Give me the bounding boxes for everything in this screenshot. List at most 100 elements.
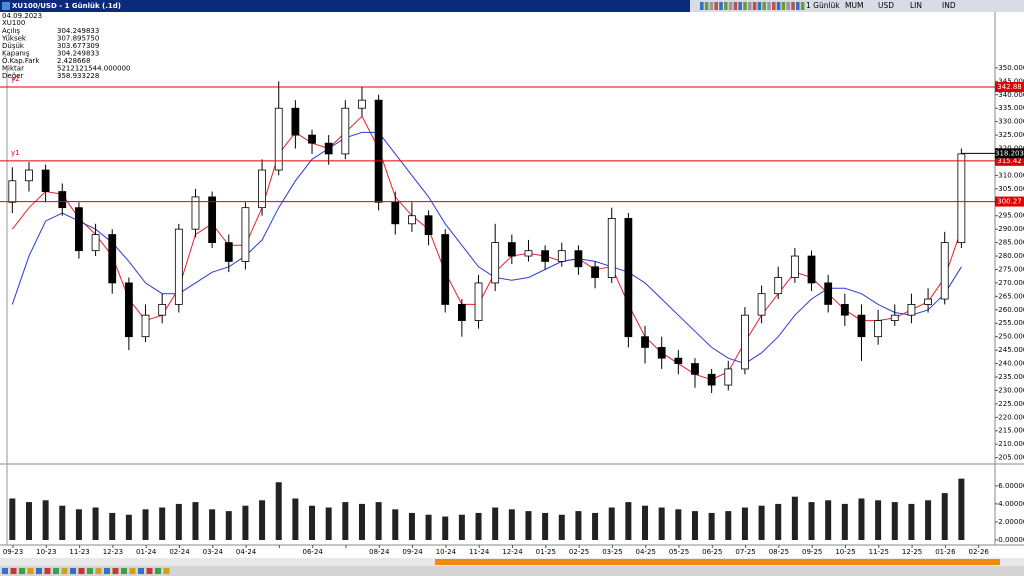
x-tick-label: 12-24 [502,548,523,556]
candle-body [324,142,333,155]
info-label: Ö.Kap.Fark [2,56,40,65]
toolbar-item[interactable]: 1 Günlük [806,1,840,10]
x-tick-label: 01-24 [136,548,157,556]
candle-body [541,250,550,262]
x-tick-label: 11-25 [869,548,889,556]
candle-body [274,107,283,171]
candle-body [557,250,566,262]
volume-bar [475,512,482,540]
tool-icon [112,568,119,574]
volume-bar [741,507,748,540]
candle-body [124,282,133,338]
candle-body [341,107,350,155]
volume-bar [125,514,132,540]
y-tick-label: 345.0000 [998,77,1024,85]
x-tick-label: 01-25 [536,548,556,556]
volume-tick-label: 0.000000 [998,536,1024,544]
toolbar-item[interactable]: USD [878,1,894,10]
candle-body [41,169,50,192]
level-label: 300.27 [997,198,1022,206]
volume-bar [642,505,649,540]
candle-body [507,242,516,257]
scroll-thumb[interactable] [435,559,1000,565]
toolbar-item[interactable]: IND [942,1,956,10]
volume-bar [408,512,415,540]
y-tick-label: 265.0000 [998,292,1024,300]
volume-bar [558,514,565,540]
y-tick-label: 255.0000 [998,319,1024,327]
toolbar-item[interactable]: MUM [845,1,863,10]
volume-bar [225,511,232,540]
volume-bar [159,507,166,540]
level-badge [995,155,1024,166]
volume-bar [442,516,449,540]
volume-bar [958,478,965,540]
y-tick-label: 285.0000 [998,239,1024,247]
tool-icon [733,2,738,10]
candle-body [75,207,83,252]
volume-bar [342,502,349,540]
x-tick-label: 12-23 [103,548,123,556]
tool-icon [138,568,144,574]
volume-bar [841,503,848,540]
x-tick-label: 04-25 [636,548,656,556]
candle-body [258,169,266,209]
y-tick-label: 335.0000 [998,104,1024,112]
x-tick-label: 03-25 [602,548,622,556]
y-tick-label: 350.0000 [998,64,1024,72]
toolbar-item[interactable]: LIN [910,1,922,10]
tool-icon [704,2,709,10]
volume-tick-label: 6.000000 [998,482,1024,490]
volume-bar [875,500,882,540]
tool-icon [19,568,25,574]
x-tick-label: 10-25 [835,548,855,556]
x-tick-label: 09-25 [802,548,822,556]
candle-body [191,196,200,230]
tool-icon [709,2,714,10]
volume-bar [925,500,932,540]
moving-average [11,115,962,381]
volume-bar [9,498,16,540]
volume-bar [575,511,582,540]
candle-body [224,242,233,262]
tool-icon [786,2,790,10]
info-label: Miktar [2,65,24,73]
tool-icon [791,2,795,10]
candle-body [374,99,383,203]
tool-icon [776,2,781,10]
candle-body [25,169,33,182]
tool-icon [781,2,786,10]
tool-icon [757,2,762,10]
candle-body [840,304,849,316]
volume-bar [458,514,465,540]
candle-body [208,196,217,244]
tool-icon [738,2,742,10]
tool-icons [2,2,805,574]
last-price-label: 318.203 [995,149,1024,157]
candle-body [408,215,416,225]
tool-icon [27,568,34,574]
level-tag: y1 [11,149,20,157]
candle-body [574,250,583,268]
volume-bar [25,502,32,540]
candle-body [108,234,117,284]
candle-body [874,320,883,338]
tool-icon [714,2,718,10]
x-tick-label: 01-26 [935,548,956,556]
window-title: XU100/USD - 1 Günlük (.1d) [12,2,121,10]
y-tick-label: 330.0000 [998,118,1024,126]
volume-bar [675,509,682,540]
y-tick-label: 215.0000 [998,427,1024,435]
tool-icon [104,568,110,574]
info-label: Değer [2,72,23,80]
volume-tick-label: 2.000000 [998,518,1024,526]
info-value: 304.249833 [57,27,99,35]
volume-bar [175,503,182,540]
x-tick-label: 05-25 [669,548,689,556]
candle-body [857,314,866,338]
volume-bar [625,502,632,540]
candle-body [691,363,699,375]
candle-body [724,368,733,386]
tool-icon [796,2,800,10]
volume-bar [292,498,299,540]
